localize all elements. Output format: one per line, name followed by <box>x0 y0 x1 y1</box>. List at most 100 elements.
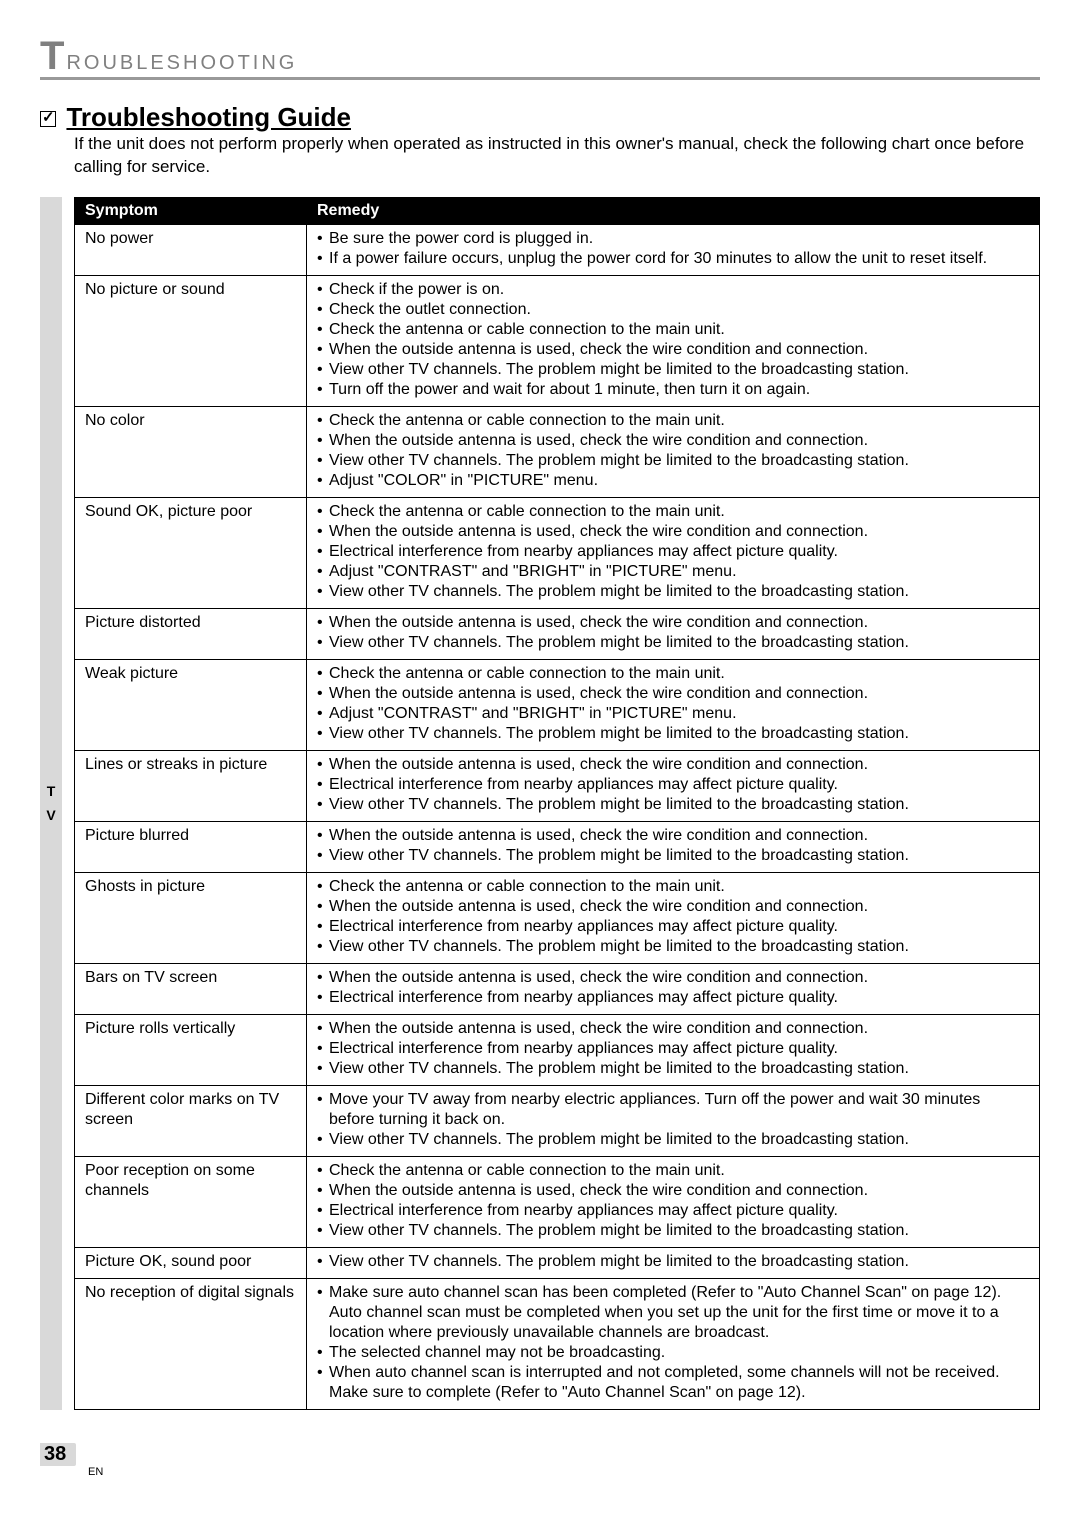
intro-paragraph: If the unit does not perform properly wh… <box>74 133 1040 179</box>
symptom-cell: Picture OK, sound poor <box>75 1247 307 1278</box>
remedy-item: Be sure the power cord is plugged in. <box>317 229 1029 249</box>
remedy-item: View other TV channels. The problem migh… <box>317 846 1029 866</box>
remedy-item: When the outside antenna is used, check … <box>317 340 1029 360</box>
remedy-item: Move your TV away from nearby electric a… <box>317 1090 1029 1130</box>
remedy-cell: When the outside antenna is used, check … <box>307 608 1040 659</box>
remedy-item: View other TV channels. The problem migh… <box>317 1252 1029 1272</box>
remedy-item: View other TV channels. The problem migh… <box>317 582 1029 602</box>
table-row: Poor reception on some channelsCheck the… <box>75 1156 1040 1247</box>
remedy-item: Check if the power is on. <box>317 280 1029 300</box>
remedy-item: The selected channel may not be broadcas… <box>317 1343 1029 1363</box>
symptom-cell: Different color marks on TV screen <box>75 1085 307 1156</box>
remedy-cell: When the outside antenna is used, check … <box>307 821 1040 872</box>
remedy-item: View other TV channels. The problem migh… <box>317 724 1029 744</box>
remedy-item: Check the antenna or cable connection to… <box>317 411 1029 431</box>
table-row: No color Check the antenna or cable conne… <box>75 406 1040 497</box>
remedy-item: When auto channel scan is interrupted an… <box>317 1363 1029 1403</box>
symptom-cell: Sound OK, picture poor <box>75 497 307 608</box>
page-footer: 38 EN <box>40 1434 1040 1474</box>
remedy-item: Check the antenna or cable connection to… <box>317 877 1029 897</box>
remedy-cell: When the outside antenna is used, check … <box>307 750 1040 821</box>
remedy-cell: Check the antenna or cable connection to… <box>307 406 1040 497</box>
table-row: Picture blurred When the outside antenna … <box>75 821 1040 872</box>
section-header-rest: ROUBLESHOOTING <box>66 52 297 75</box>
symptom-cell: Poor reception on some channels <box>75 1156 307 1247</box>
table-row: Sound OK, picture poor Check the antenna … <box>75 497 1040 608</box>
remedy-item: View other TV channels. The problem migh… <box>317 633 1029 653</box>
table-row: Different color marks on TV screenMove y… <box>75 1085 1040 1156</box>
symptom-cell: Bars on TV screen <box>75 963 307 1014</box>
checkbox-icon <box>40 111 56 127</box>
remedy-item: Check the antenna or cable connection to… <box>317 320 1029 340</box>
remedy-item: When the outside antenna is used, check … <box>317 431 1029 451</box>
side-tab-letter: T <box>47 783 56 799</box>
remedy-cell: View other TV channels. The problem migh… <box>307 1247 1040 1278</box>
remedy-item: When the outside antenna is used, check … <box>317 1181 1029 1201</box>
remedy-item: View other TV channels. The problem migh… <box>317 937 1029 957</box>
troubleshooting-table: Symptom Remedy No powerBe sure the power… <box>74 197 1040 1410</box>
remedy-cell: Check if the power is on.Check the outle… <box>307 275 1040 406</box>
remedy-item: Check the antenna or cable connection to… <box>317 664 1029 684</box>
remedy-item: View other TV channels. The problem migh… <box>317 1059 1029 1079</box>
guide-title-row: Troubleshooting Guide <box>40 102 1040 133</box>
table-row: Bars on TV screen When the outside antenn… <box>75 963 1040 1014</box>
symptom-cell: Weak picture <box>75 659 307 750</box>
remedy-item: Check the antenna or cable connection to… <box>317 502 1029 522</box>
remedy-item: Electrical interference from nearby appl… <box>317 1201 1029 1221</box>
remedy-item: When the outside antenna is used, check … <box>317 1019 1029 1039</box>
remedy-item: Adjust "CONTRAST" and "BRIGHT" in "PICTU… <box>317 704 1029 724</box>
remedy-item: View other TV channels. The problem migh… <box>317 451 1029 471</box>
side-tab: T V <box>40 197 62 1410</box>
side-tab-letter: V <box>46 807 55 823</box>
remedy-item: Electrical interference from nearby appl… <box>317 775 1029 795</box>
table-row: No reception of digital signals Make sure… <box>75 1278 1040 1409</box>
remedy-item: View other TV channels. The problem migh… <box>317 1221 1029 1241</box>
remedy-cell: Be sure the power cord is plugged in.If … <box>307 224 1040 275</box>
remedy-cell: Make sure auto channel scan has been com… <box>307 1278 1040 1409</box>
remedy-item: Electrical interference from nearby appl… <box>317 988 1029 1008</box>
table-row: No picture or soundCheck if the power is… <box>75 275 1040 406</box>
symptom-cell: Lines or streaks in picture <box>75 750 307 821</box>
remedy-item: View other TV channels. The problem migh… <box>317 795 1029 815</box>
remedy-cell: Move your TV away from nearby electric a… <box>307 1085 1040 1156</box>
remedy-item: View other TV channels. The problem migh… <box>317 1130 1029 1150</box>
remedy-item: When the outside antenna is used, check … <box>317 968 1029 988</box>
content-row: T V Symptom Remedy No powerBe sure the p… <box>40 197 1040 1410</box>
symptom-cell: No power <box>75 224 307 275</box>
remedy-item: If a power failure occurs, unplug the po… <box>317 249 1029 269</box>
remedy-item: Check the outlet connection. <box>317 300 1029 320</box>
th-symptom: Symptom <box>75 197 307 224</box>
symptom-cell: Picture rolls vertically <box>75 1014 307 1085</box>
section-header-initial: T <box>40 40 64 72</box>
remedy-item: Adjust "COLOR" in "PICTURE" menu. <box>317 471 1029 491</box>
symptom-cell: Ghosts in picture <box>75 872 307 963</box>
guide-title: Troubleshooting Guide <box>66 102 351 132</box>
remedy-cell: When the outside antenna is used, check … <box>307 1014 1040 1085</box>
symptom-cell: No reception of digital signals <box>75 1278 307 1409</box>
symptom-cell: Picture blurred <box>75 821 307 872</box>
symptom-cell: No color <box>75 406 307 497</box>
remedy-item: Electrical interference from nearby appl… <box>317 1039 1029 1059</box>
table-row: Picture rolls vertically When the outside… <box>75 1014 1040 1085</box>
table-row: Weak picture Check the antenna or cable c… <box>75 659 1040 750</box>
symptom-cell: Picture distorted <box>75 608 307 659</box>
th-remedy: Remedy <box>307 197 1040 224</box>
symptom-cell: No picture or sound <box>75 275 307 406</box>
page-number: 38 <box>40 1443 76 1466</box>
table-row: Ghosts in picture Check the antenna or ca… <box>75 872 1040 963</box>
remedy-item: Auto channel scan must be completed when… <box>317 1303 1029 1343</box>
remedy-cell: When the outside antenna is used, check … <box>307 963 1040 1014</box>
remedy-item: When the outside antenna is used, check … <box>317 613 1029 633</box>
remedy-item: Make sure auto channel scan has been com… <box>317 1283 1029 1303</box>
remedy-cell: Check the antenna or cable connection to… <box>307 1156 1040 1247</box>
remedy-item: When the outside antenna is used, check … <box>317 826 1029 846</box>
table-row: No powerBe sure the power cord is plugge… <box>75 224 1040 275</box>
remedy-item: Electrical interference from nearby appl… <box>317 542 1029 562</box>
remedy-item: When the outside antenna is used, check … <box>317 755 1029 775</box>
table-row: Lines or streaks in picture When the outs… <box>75 750 1040 821</box>
remedy-item: View other TV channels. The problem migh… <box>317 360 1029 380</box>
remedy-cell: Check the antenna or cable connection to… <box>307 497 1040 608</box>
spacer <box>62 197 74 1410</box>
remedy-item: When the outside antenna is used, check … <box>317 897 1029 917</box>
section-header: T ROUBLESHOOTING <box>40 40 1040 80</box>
